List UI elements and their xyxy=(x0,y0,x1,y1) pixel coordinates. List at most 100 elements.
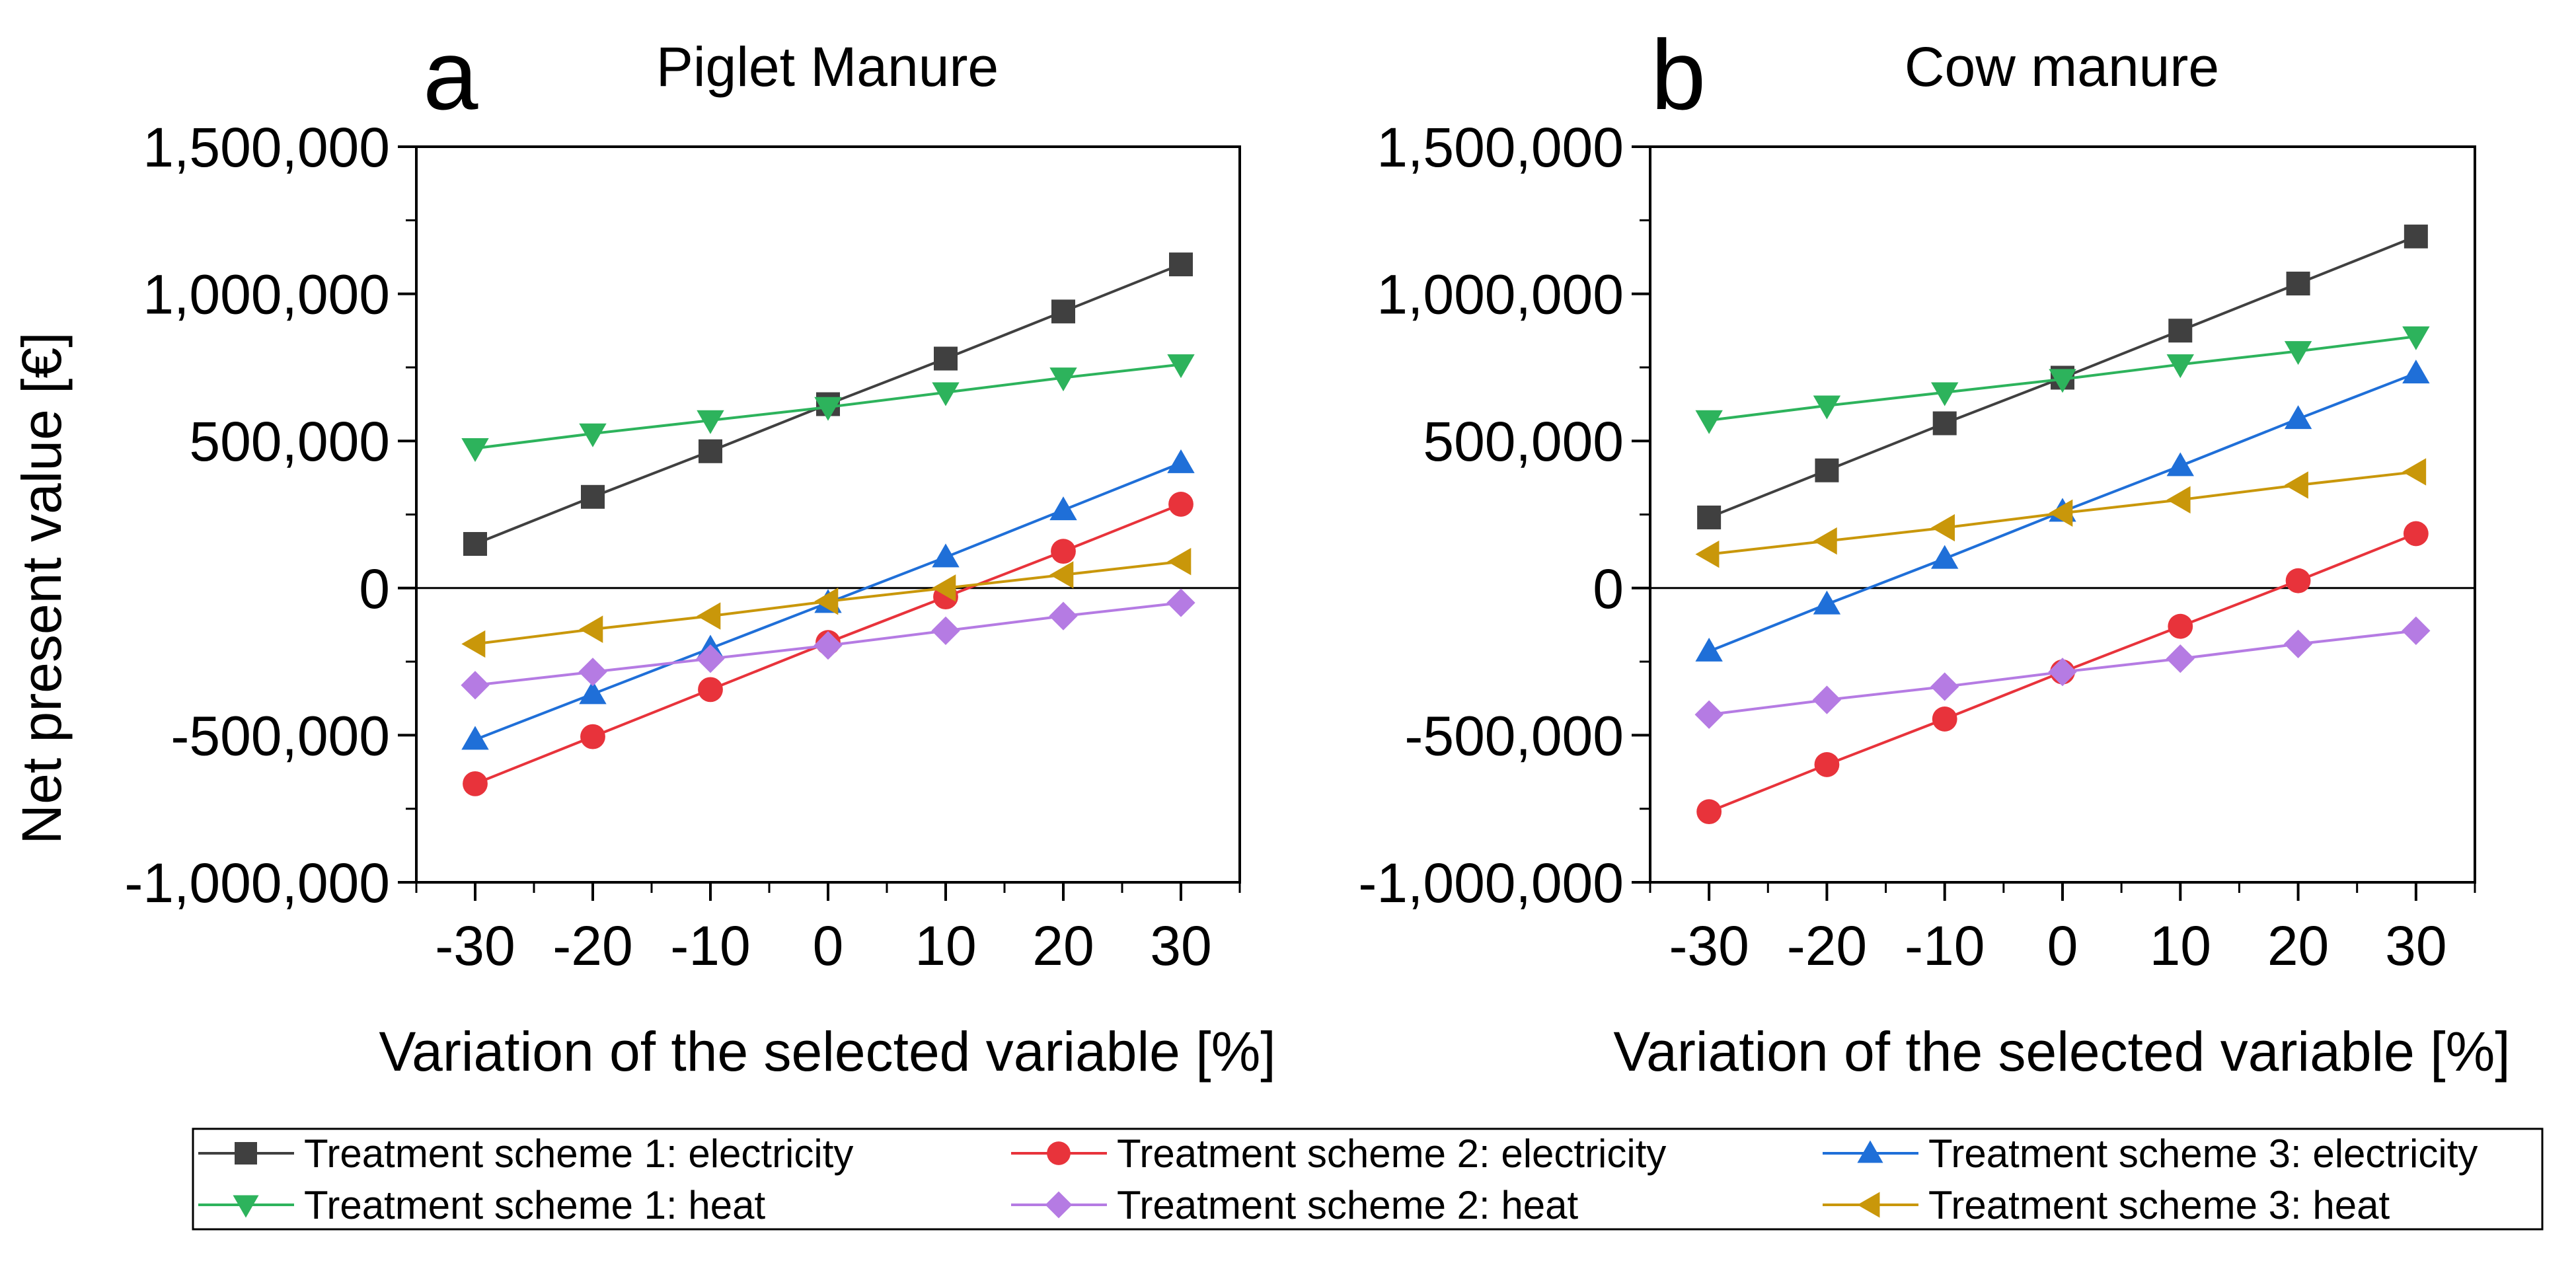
triangle-up-icon xyxy=(1857,1140,1883,1163)
panel-b-chart: b Cow manure Variation of the selected v… xyxy=(1358,19,2510,1083)
panel-b-series-2-point xyxy=(1696,799,1722,825)
legend-frame xyxy=(192,1127,2544,1231)
panel-b-series-6-point xyxy=(2284,471,2308,499)
panel-b-series-4-point xyxy=(1813,395,1841,420)
panel-a-series-5-point xyxy=(931,616,960,645)
panel-a-series-4-point xyxy=(579,423,607,447)
panel-a-series-5-point xyxy=(814,631,843,660)
legend: Treatment scheme 1: electricity Treatment… xyxy=(192,1127,2544,1231)
legend-item-label: Treatment scheme 1: electricity xyxy=(304,1131,853,1176)
panel-a-xtick-label: 30 xyxy=(1150,915,1211,977)
panel-a-series-1-point xyxy=(1051,299,1075,324)
panel-b-series-4-point xyxy=(1931,382,1959,406)
panel-a-series-5-point xyxy=(1166,588,1195,617)
square-icon xyxy=(235,1142,257,1165)
panel-a-series-3-point xyxy=(461,726,489,750)
panel-a-xtick-label: -30 xyxy=(435,915,515,977)
panel-b-series-5-point xyxy=(1812,685,1842,714)
panel-b-title: Cow manure xyxy=(1905,36,2219,98)
panel-a-series-2-point xyxy=(1168,492,1193,517)
panel-b-series-5-point xyxy=(2048,658,2077,687)
panel-b-series-3-point xyxy=(2402,360,2430,384)
panel-a-series-5-point xyxy=(1049,601,1078,630)
panel-b-series-6-point xyxy=(2402,458,2427,486)
panel-a-series-1-point xyxy=(463,532,487,556)
panel-b-series-2-point xyxy=(2403,521,2429,547)
panel-a-chart: a Piglet Manure Variation of the selecte… xyxy=(124,19,1275,1083)
panel-a-series-4-point xyxy=(1167,354,1195,379)
panel-b-series-5-point xyxy=(1930,672,1959,701)
panel-b-series-5-point xyxy=(2402,616,2431,645)
panel-b-xtick-label: 20 xyxy=(2267,915,2329,977)
legend-item-label: Treatment scheme 2: heat xyxy=(1117,1183,1578,1227)
panel-b-ytick-label: -1,000,000 xyxy=(1358,852,1624,914)
panel-b-series-4-point xyxy=(2284,341,2312,365)
panel-b-series-6-point xyxy=(1695,540,1720,568)
panel-b-ytick-label: 0 xyxy=(1593,558,1624,620)
panel-b-series-1-point xyxy=(1815,458,1839,482)
panel-b-series-1-point xyxy=(2168,319,2193,343)
panel-b-ytick-label: 1,000,000 xyxy=(1377,264,1624,326)
panel-a-series-3-point xyxy=(579,680,607,705)
panel-a-series-6-point xyxy=(1049,561,1074,589)
panel-a-series-4-point xyxy=(932,382,960,406)
panel-a-series-2-point xyxy=(1051,539,1076,564)
panel-a-series-5-point xyxy=(578,658,607,687)
panel-a-xtick-label: 10 xyxy=(915,915,976,977)
panel-a-letter: a xyxy=(423,19,478,130)
panel-a-series-2-point xyxy=(580,724,605,749)
panel-b-ytick-label: 500,000 xyxy=(1423,410,1624,473)
panel-a-series-1-point xyxy=(699,439,722,463)
panel-b-series-3-point xyxy=(2284,405,2312,430)
panel-a-ytick-label: 1,000,000 xyxy=(143,264,390,326)
legend-item-label: Treatment scheme 3: heat xyxy=(1928,1183,2390,1227)
panel-b-xtick-label: 30 xyxy=(2385,915,2446,977)
panel-a-series-4-point xyxy=(461,438,489,463)
panel-b-series-3-point xyxy=(1695,637,1723,662)
panel-a-series-2-point xyxy=(463,771,488,796)
panel-b-series-2-point xyxy=(1932,707,1957,732)
panel-a-ytick-label: 500,000 xyxy=(189,410,390,473)
panel-b-xlabel: Variation of the selected variable [%] xyxy=(1613,1020,2510,1083)
legend-item-label: Treatment scheme 2: electricity xyxy=(1117,1131,1666,1176)
panel-b-series-3-point xyxy=(1931,545,1959,569)
panel-b-series-3-point xyxy=(2166,452,2194,477)
panel-a-series-6-point xyxy=(461,630,486,658)
panel-a-ytick-label: -1,000,000 xyxy=(124,852,390,914)
panel-b-series-4-point xyxy=(2166,354,2194,379)
panel-b-series-1-point xyxy=(2404,224,2428,248)
circle-icon xyxy=(1047,1141,1071,1165)
panel-a-xtick-label: 20 xyxy=(1032,915,1094,977)
triangle-left-icon xyxy=(1857,1192,1880,1218)
panel-b-xtick-label: 0 xyxy=(2047,915,2078,977)
panel-b-letter: b xyxy=(1651,19,1706,130)
legend-item-label: Treatment scheme 1: heat xyxy=(304,1183,765,1227)
panel-b-series-5-point xyxy=(1694,700,1724,729)
panel-a-series-4-point xyxy=(1049,367,1077,392)
triangle-down-icon xyxy=(233,1195,259,1218)
y-axis-label: Net present value [€] xyxy=(11,332,73,844)
legend-item-label: Treatment scheme 3: electricity xyxy=(1928,1131,2478,1176)
panel-a-ytick-label: 1,500,000 xyxy=(143,116,390,178)
panel-a-series-3-point xyxy=(1049,496,1077,521)
panel-a-xtick-label: -20 xyxy=(552,915,632,977)
panel-b-series-6-point xyxy=(1813,527,1837,555)
diamond-icon xyxy=(1045,1191,1073,1219)
panel-b-series-2-point xyxy=(2168,613,2193,639)
panel-a-series-5-point xyxy=(696,644,725,673)
panel-b-xtick-label: 10 xyxy=(2150,915,2211,977)
panel-a-series-4-point xyxy=(814,397,842,421)
panel-b-xtick-label: -10 xyxy=(1905,915,1985,977)
panel-a-series-6-point xyxy=(697,602,721,630)
panel-a-series-3-point xyxy=(1167,449,1195,473)
panel-b-series-6-point xyxy=(2049,499,2073,527)
panel-a-series-1-point xyxy=(581,484,605,509)
panel-b-series-1-point xyxy=(1697,505,1722,529)
panel-a-series-6-point xyxy=(1167,548,1192,576)
panel-b-series-5-point xyxy=(2166,644,2195,673)
panel-a-series-1-point xyxy=(934,346,958,371)
panel-a-xlabel: Variation of the selected variable [%] xyxy=(379,1020,1275,1083)
panel-b-xtick-label: -30 xyxy=(1669,915,1749,977)
